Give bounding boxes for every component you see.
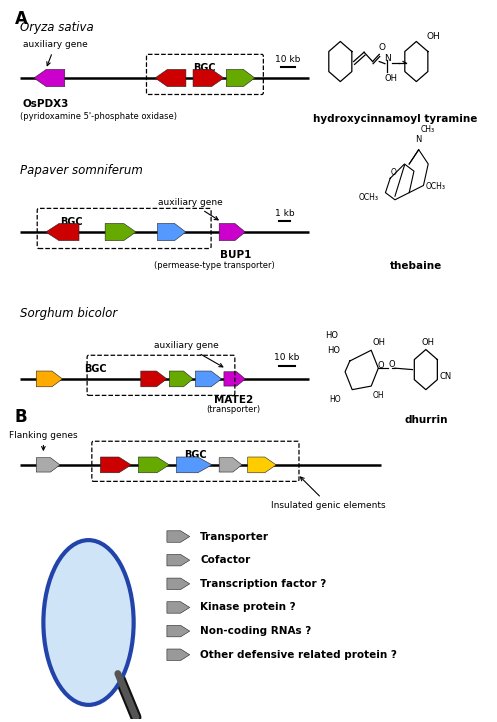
Text: BGC: BGC — [84, 364, 107, 374]
Text: OCH₃: OCH₃ — [426, 182, 446, 191]
Text: CH₃: CH₃ — [421, 125, 435, 134]
Text: MATE2: MATE2 — [214, 396, 253, 405]
Polygon shape — [64, 666, 113, 678]
Polygon shape — [36, 371, 63, 387]
Polygon shape — [158, 223, 186, 240]
Polygon shape — [100, 457, 131, 473]
Text: OH: OH — [385, 74, 398, 84]
Polygon shape — [167, 649, 190, 661]
Text: HO: HO — [325, 331, 338, 339]
Text: Insulated genic elements: Insulated genic elements — [271, 477, 386, 510]
Text: 10 kb: 10 kb — [275, 55, 301, 64]
Polygon shape — [138, 457, 169, 473]
Polygon shape — [34, 69, 65, 87]
Text: HO: HO — [328, 346, 340, 355]
Text: O: O — [377, 361, 384, 370]
Text: Papaver somniferum: Papaver somniferum — [19, 164, 143, 177]
Text: HO: HO — [330, 396, 341, 404]
Text: 1 kb: 1 kb — [275, 209, 294, 218]
Polygon shape — [64, 641, 113, 653]
Text: A: A — [15, 10, 28, 28]
Text: Cofactor: Cofactor — [200, 555, 250, 565]
Text: O: O — [379, 43, 386, 52]
Text: Transporter: Transporter — [200, 531, 269, 542]
Text: hydroxycinnamoyl tyramine: hydroxycinnamoyl tyramine — [313, 114, 477, 124]
Polygon shape — [167, 625, 190, 637]
Text: OCH₃: OCH₃ — [358, 193, 378, 202]
Text: thebaine: thebaine — [390, 261, 442, 271]
Text: OH: OH — [373, 338, 386, 347]
Polygon shape — [219, 223, 246, 240]
Text: auxiliary gene: auxiliary gene — [23, 40, 87, 66]
Text: auxiliary gene: auxiliary gene — [158, 198, 223, 220]
Polygon shape — [105, 223, 136, 240]
Text: O: O — [390, 168, 396, 177]
Polygon shape — [141, 371, 167, 387]
Text: B: B — [15, 407, 27, 425]
Polygon shape — [167, 531, 190, 542]
Text: BGC: BGC — [194, 63, 216, 73]
Text: (permease-type transporter): (permease-type transporter) — [154, 261, 275, 270]
Polygon shape — [36, 458, 60, 472]
Polygon shape — [169, 371, 193, 387]
Polygon shape — [167, 601, 190, 613]
Text: OH: OH — [373, 391, 384, 400]
Text: 10 kb: 10 kb — [274, 354, 300, 362]
Text: N: N — [415, 136, 422, 144]
Text: Sorghum bicolor: Sorghum bicolor — [19, 308, 117, 321]
Polygon shape — [167, 578, 190, 590]
Polygon shape — [46, 223, 79, 240]
Ellipse shape — [43, 540, 134, 705]
Text: Oryza sativa: Oryza sativa — [19, 21, 93, 34]
Text: N: N — [385, 54, 391, 63]
Text: Other defensive related protein ?: Other defensive related protein ? — [200, 650, 397, 660]
Polygon shape — [176, 457, 212, 473]
Text: auxiliary gene: auxiliary gene — [154, 342, 223, 367]
Text: CN: CN — [439, 373, 451, 381]
Text: dhurrin: dhurrin — [404, 414, 448, 425]
Polygon shape — [226, 69, 255, 87]
Text: Flanking genes: Flanking genes — [9, 431, 78, 450]
Text: (transporter): (transporter) — [206, 406, 260, 414]
Text: BGC: BGC — [61, 217, 83, 227]
Text: Non-coding RNAs ?: Non-coding RNAs ? — [200, 626, 312, 636]
Polygon shape — [64, 617, 113, 629]
Polygon shape — [224, 372, 246, 386]
Text: BGC: BGC — [184, 450, 207, 460]
Text: OH: OH — [422, 338, 435, 347]
Text: (pyridoxamine 5'-phosphate oxidase): (pyridoxamine 5'-phosphate oxidase) — [19, 112, 176, 121]
Polygon shape — [64, 565, 113, 578]
Polygon shape — [195, 371, 222, 387]
Polygon shape — [219, 458, 242, 472]
Text: Transcription factor ?: Transcription factor ? — [200, 579, 327, 589]
Text: BUP1: BUP1 — [220, 250, 251, 260]
Polygon shape — [64, 592, 113, 604]
Polygon shape — [248, 457, 276, 473]
Polygon shape — [167, 554, 190, 566]
Text: OsPDX3: OsPDX3 — [22, 100, 69, 110]
Text: Kinase protein ?: Kinase protein ? — [200, 602, 296, 612]
Text: OH: OH — [427, 32, 440, 41]
Polygon shape — [193, 69, 224, 87]
Text: O: O — [389, 360, 396, 369]
Polygon shape — [155, 69, 186, 87]
